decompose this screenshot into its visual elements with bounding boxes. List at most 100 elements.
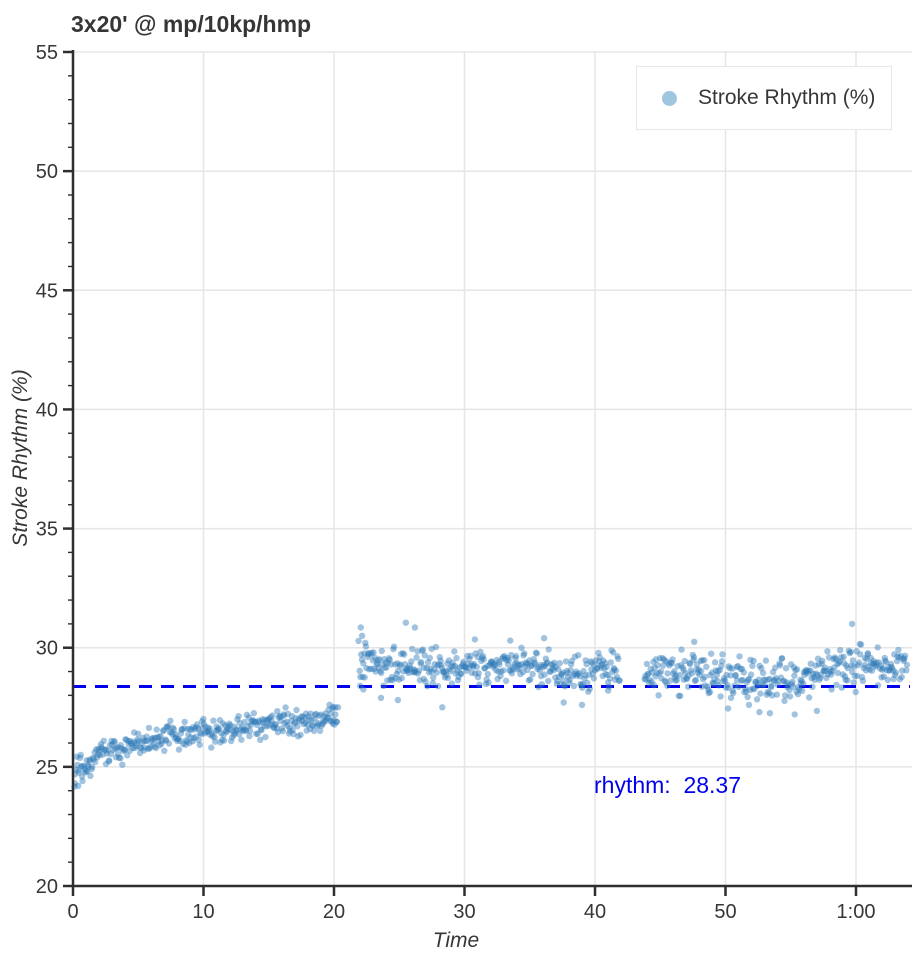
data-point xyxy=(725,663,732,670)
data-point xyxy=(569,672,577,680)
data-point xyxy=(314,720,322,727)
data-point xyxy=(852,688,859,696)
data-point xyxy=(392,674,399,682)
data-point xyxy=(718,662,725,669)
data-point xyxy=(662,657,670,665)
data-point xyxy=(117,742,125,749)
data-point xyxy=(281,720,288,727)
data-point xyxy=(756,708,763,716)
data-point xyxy=(226,726,234,733)
data-point xyxy=(302,710,310,717)
data-point xyxy=(327,710,334,717)
data-point xyxy=(413,654,420,661)
data-point xyxy=(192,724,200,731)
data-point xyxy=(616,677,623,684)
data-point xyxy=(604,679,612,686)
data-point xyxy=(516,661,523,669)
data-point xyxy=(556,660,563,667)
data-point xyxy=(590,675,598,682)
data-point xyxy=(746,675,753,683)
data-point xyxy=(693,666,700,673)
data-point xyxy=(220,731,227,738)
data-point xyxy=(813,707,821,715)
data-point xyxy=(175,735,182,743)
data-point xyxy=(172,731,179,738)
data-point xyxy=(98,743,105,751)
data-point xyxy=(601,665,608,672)
data-point xyxy=(321,713,328,720)
data-point xyxy=(778,655,786,662)
data-point xyxy=(506,667,513,674)
data-point xyxy=(749,685,757,692)
data-point xyxy=(664,682,671,689)
data-point xyxy=(699,657,706,664)
data-point xyxy=(834,669,842,677)
data-point xyxy=(766,689,773,697)
data-point xyxy=(720,677,727,685)
data-point xyxy=(898,673,905,681)
data-point xyxy=(721,675,728,682)
data-point xyxy=(903,667,910,674)
data-point xyxy=(75,782,82,790)
data-point xyxy=(531,659,538,666)
data-point xyxy=(417,660,424,667)
data-point xyxy=(224,725,231,733)
data-point xyxy=(642,676,650,683)
data-point xyxy=(217,739,224,746)
data-point xyxy=(900,657,907,664)
data-point xyxy=(242,726,249,734)
data-point xyxy=(732,671,739,679)
data-point xyxy=(473,663,480,670)
data-point xyxy=(122,736,129,743)
data-point xyxy=(710,680,717,687)
data-point xyxy=(284,710,292,717)
data-point xyxy=(864,651,871,658)
data-point xyxy=(120,746,128,753)
data-point xyxy=(160,726,167,734)
data-point xyxy=(616,677,623,684)
data-point xyxy=(647,665,654,673)
data-point xyxy=(743,679,750,686)
data-point xyxy=(882,657,889,664)
data-point xyxy=(891,671,899,679)
data-point xyxy=(141,744,148,751)
data-point xyxy=(299,713,306,720)
data-point xyxy=(576,673,584,680)
data-point xyxy=(730,689,737,697)
data-point xyxy=(534,665,541,673)
data-point xyxy=(433,669,440,676)
data-point xyxy=(687,667,694,674)
data-point xyxy=(269,712,276,719)
data-point xyxy=(427,665,434,672)
data-point xyxy=(97,741,105,748)
data-point xyxy=(403,667,410,674)
data-point xyxy=(138,744,145,752)
data-point xyxy=(848,662,855,669)
data-point xyxy=(377,694,385,701)
data-point xyxy=(504,654,511,662)
data-point xyxy=(134,736,141,743)
data-point xyxy=(235,731,243,738)
data-point xyxy=(259,719,267,726)
data-point xyxy=(723,671,730,679)
data-point xyxy=(820,667,827,675)
data-point xyxy=(540,635,548,642)
data-point xyxy=(882,658,889,666)
data-point xyxy=(586,685,593,692)
data-point xyxy=(767,683,775,691)
data-point xyxy=(899,667,906,674)
data-point xyxy=(85,763,92,770)
data-point xyxy=(649,669,656,676)
data-point xyxy=(875,659,882,666)
data-point xyxy=(117,754,124,762)
data-point xyxy=(395,676,403,683)
data-point xyxy=(499,655,506,662)
data-point xyxy=(589,670,596,677)
data-point xyxy=(754,680,762,687)
data-point xyxy=(429,679,436,687)
data-point xyxy=(295,715,303,723)
axes: 20 25 30 35 40 45 50 55 0 10 20 30 40 50 1:00 xyxy=(36,42,912,923)
data-point xyxy=(115,744,122,751)
data-point xyxy=(135,737,142,744)
data-point xyxy=(686,659,693,667)
